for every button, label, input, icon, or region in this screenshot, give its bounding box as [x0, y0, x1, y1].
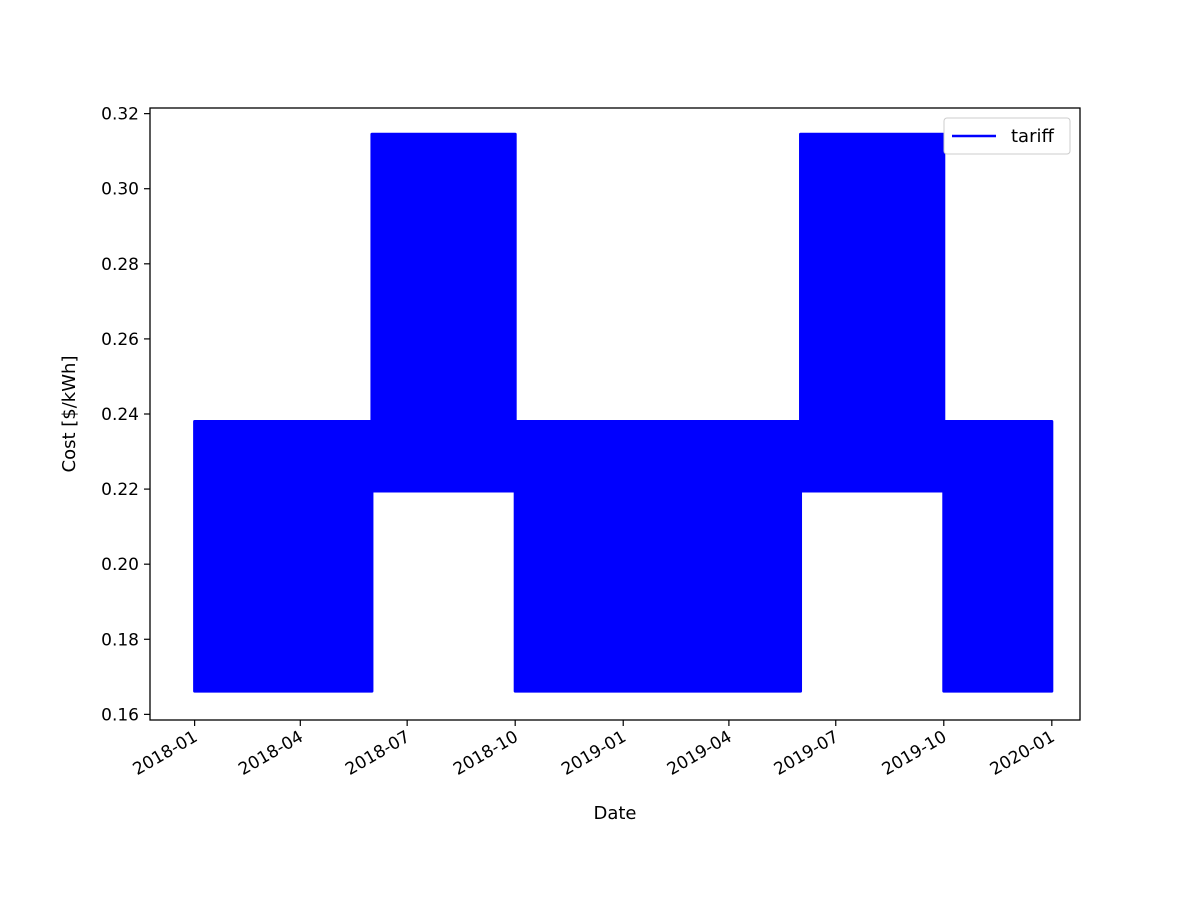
tariff-bands	[193, 132, 1054, 693]
y-axis-ticks: 0.16 0.18 0.20 0.22 0.24 0.26 0.28 0.30 0.32	[101, 105, 150, 725]
tariff-band-2	[513, 420, 803, 693]
y-tick-label-2: 0.20	[101, 555, 139, 575]
tariff-band-1	[370, 132, 517, 493]
y-tick-label-5: 0.26	[101, 330, 139, 350]
y-tick-label-1: 0.18	[101, 630, 139, 650]
plot-frame	[149, 107, 1081, 721]
y-axis-label: Cost [$/kWh]	[59, 356, 80, 473]
y-tick-label-4: 0.24	[101, 405, 139, 425]
tariff-band-4	[942, 420, 1054, 693]
y-tick-label-3: 0.22	[101, 480, 139, 500]
legend-label-tariff: tariff	[1011, 126, 1054, 147]
y-tick-label-8: 0.32	[101, 105, 139, 125]
x-axis-label: Date	[593, 803, 636, 824]
tariff-band-0	[193, 420, 374, 693]
tariff-band-3	[799, 132, 946, 493]
y-tick-label-0: 0.16	[101, 705, 139, 725]
y-tick-label-6: 0.28	[101, 255, 139, 275]
legend-box	[943, 117, 1071, 155]
legend: tariff	[943, 117, 1071, 155]
y-tick-label-7: 0.30	[101, 180, 139, 200]
